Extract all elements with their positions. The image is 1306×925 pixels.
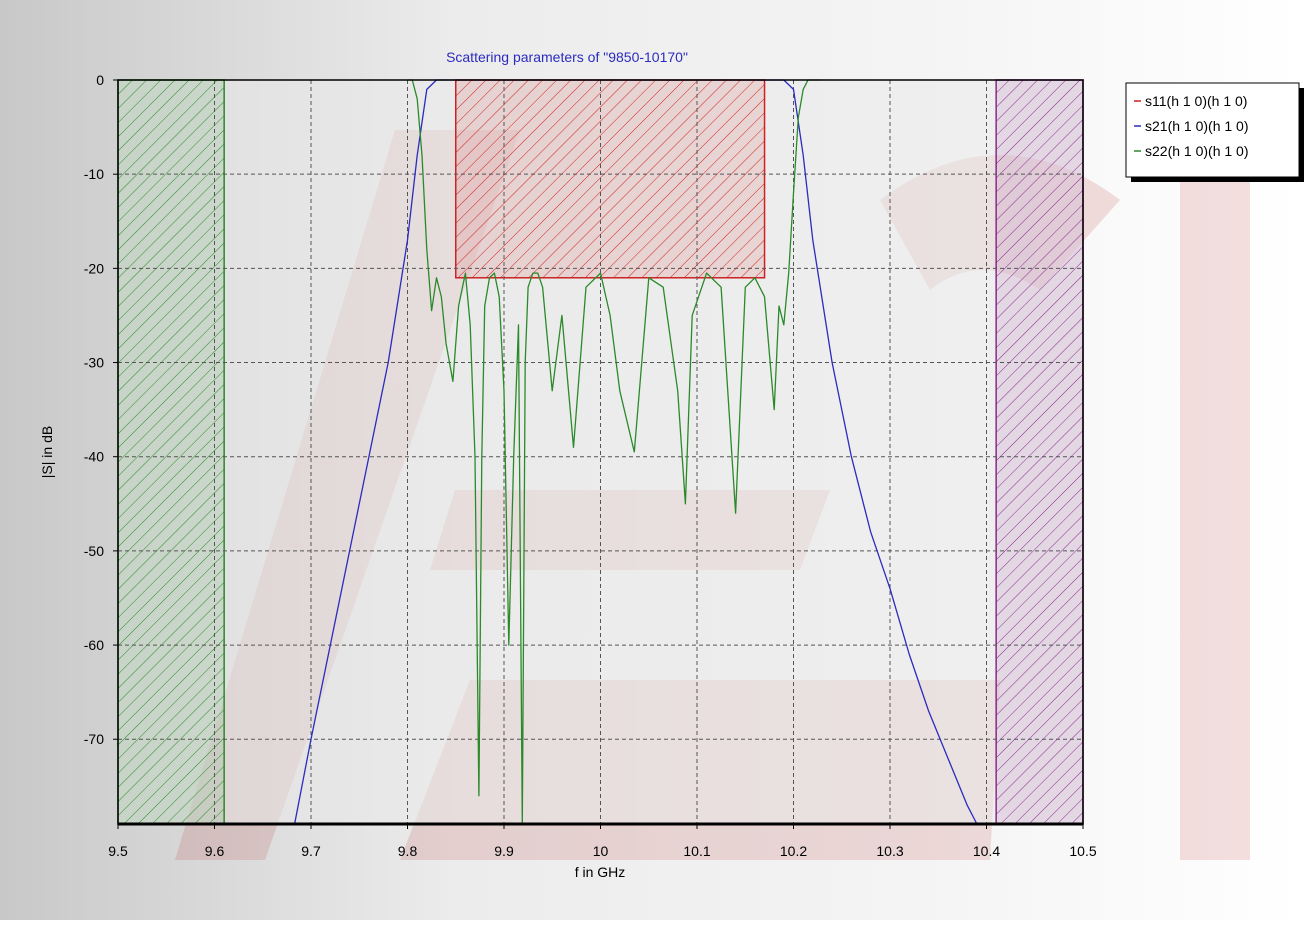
y-tick-label: -10 <box>84 166 104 182</box>
legend-entry-label: s21(h 1 0)(h 1 0) <box>1145 118 1249 134</box>
x-tick-label: 10 <box>593 843 609 859</box>
mask-region-hatch-2 <box>995 79 1084 825</box>
x-tick-label: 10.5 <box>1069 843 1096 859</box>
mask-regions <box>117 79 1084 825</box>
x-axis-ticks: 9.5 9.6 9.7 9.8 9.9 10 10.1 10.2 10.3 10.4 10.5 <box>108 824 1097 859</box>
y-axis-label: |S| in dB <box>39 426 55 478</box>
y-tick-label: -60 <box>84 637 104 653</box>
x-tick-label: 10.1 <box>683 843 710 859</box>
y-axis-ticks: 0 -10 -20 -30 -40 -50 -60 -70 <box>84 72 118 747</box>
x-tick-label: 9.7 <box>301 843 321 859</box>
y-tick-label: -50 <box>84 543 104 559</box>
x-tick-label: 9.8 <box>398 843 418 859</box>
x-axis-label: f in GHz <box>575 864 626 880</box>
x-tick-label: 10.4 <box>973 843 1000 859</box>
grid-lines <box>118 80 1083 824</box>
y-tick-label: 0 <box>96 72 104 88</box>
x-tick-label: 10.3 <box>876 843 903 859</box>
legend: s11(h 1 0)(h 1 0) s21(h 1 0)(h 1 0) s22(h … <box>1125 82 1304 182</box>
chart-title: Scattering parameters of "9850-10170" <box>446 49 688 65</box>
y-tick-label: -40 <box>84 449 104 465</box>
legend-items: s11(h 1 0)(h 1 0) s21(h 1 0)(h 1 0) s22(h … <box>1134 93 1249 159</box>
plot-area <box>117 79 1084 826</box>
y-tick-label: -70 <box>84 731 104 747</box>
series-line-s22-h-1-0-h-1-0- <box>407 79 823 825</box>
legend-box <box>1125 82 1300 178</box>
x-tick-label: 9.5 <box>108 843 128 859</box>
x-tick-label: 10.2 <box>780 843 807 859</box>
y-tick-label: -20 <box>84 260 104 276</box>
mask-region-hatch-1 <box>455 79 766 279</box>
x-tick-label: 9.9 <box>494 843 514 859</box>
mask-region-hatch-0 <box>117 79 225 825</box>
legend-entry-label: s22(h 1 0)(h 1 0) <box>1145 143 1249 159</box>
x-tick-label: 9.6 <box>205 843 225 859</box>
y-tick-label: -30 <box>84 355 104 371</box>
legend-entry-label: s11(h 1 0)(h 1 0) <box>1145 93 1247 109</box>
